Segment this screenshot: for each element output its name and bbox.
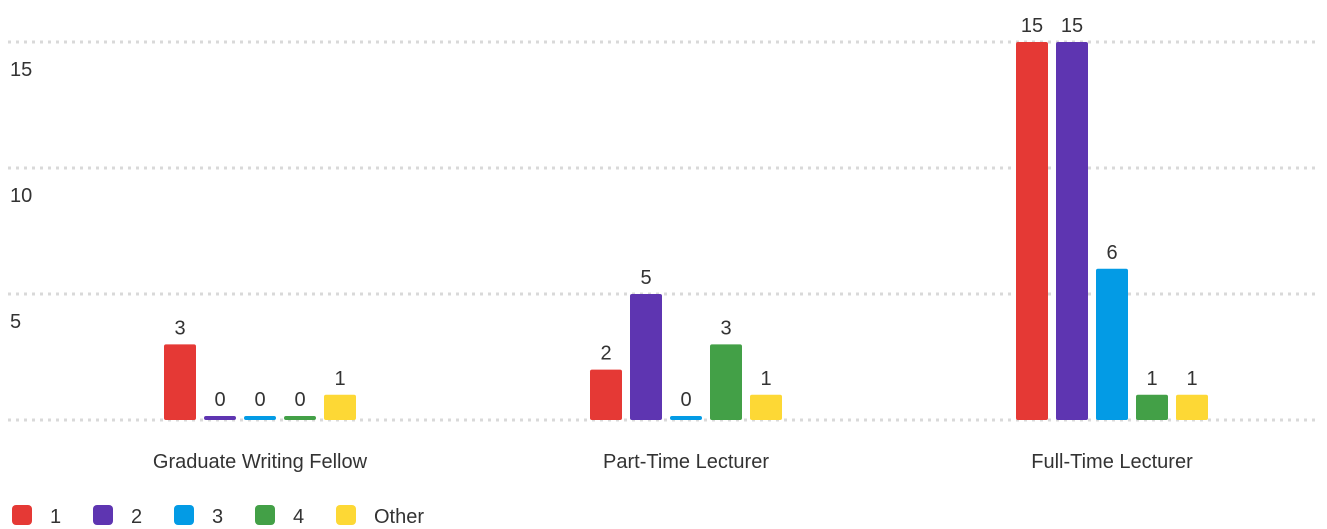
data-label: 3 [174, 317, 185, 339]
data-label: 1 [1186, 368, 1197, 390]
data-label: 15 [1061, 15, 1083, 37]
data-label: 1 [760, 368, 771, 390]
bar [710, 344, 742, 420]
data-label: 6 [1106, 242, 1117, 264]
bar [1016, 42, 1048, 420]
legend-label: 1 [50, 506, 61, 528]
data-label: 5 [640, 267, 651, 289]
legend-label: 4 [293, 506, 304, 528]
bar [204, 416, 236, 420]
bar [590, 369, 622, 420]
bar [284, 416, 316, 420]
y-tick-label: 5 [10, 311, 21, 333]
y-tick-label: 15 [10, 59, 32, 81]
data-label: 1 [334, 368, 345, 390]
legend-swatch [255, 505, 275, 525]
data-label: 3 [720, 317, 731, 339]
y-tick-label: 10 [10, 185, 32, 207]
legend-swatch [336, 505, 356, 525]
legend-swatch [12, 505, 32, 525]
data-label: 15 [1021, 15, 1043, 37]
data-label: 0 [294, 389, 305, 411]
bar [1096, 268, 1128, 420]
bar [164, 344, 196, 420]
legend-label: 3 [212, 506, 223, 528]
data-label: 1 [1146, 368, 1157, 390]
data-label: 0 [214, 389, 225, 411]
x-tick-label: Full-Time Lecturer [1031, 451, 1193, 473]
bar [324, 394, 356, 420]
data-label: 2 [600, 343, 611, 365]
legend-label: Other [374, 506, 424, 528]
x-tick-label: Part-Time Lecturer [603, 451, 769, 473]
bar [1176, 394, 1208, 420]
bar [244, 416, 276, 420]
data-label: 0 [254, 389, 265, 411]
x-tick-label: Graduate Writing Fellow [153, 451, 368, 473]
bar [1136, 394, 1168, 420]
legend-label: 2 [131, 506, 142, 528]
data-label: 0 [680, 389, 691, 411]
bar [670, 416, 702, 420]
bar [1056, 42, 1088, 420]
bar [630, 294, 662, 420]
legend-swatch [174, 505, 194, 525]
bar [750, 394, 782, 420]
legend-swatch [93, 505, 113, 525]
